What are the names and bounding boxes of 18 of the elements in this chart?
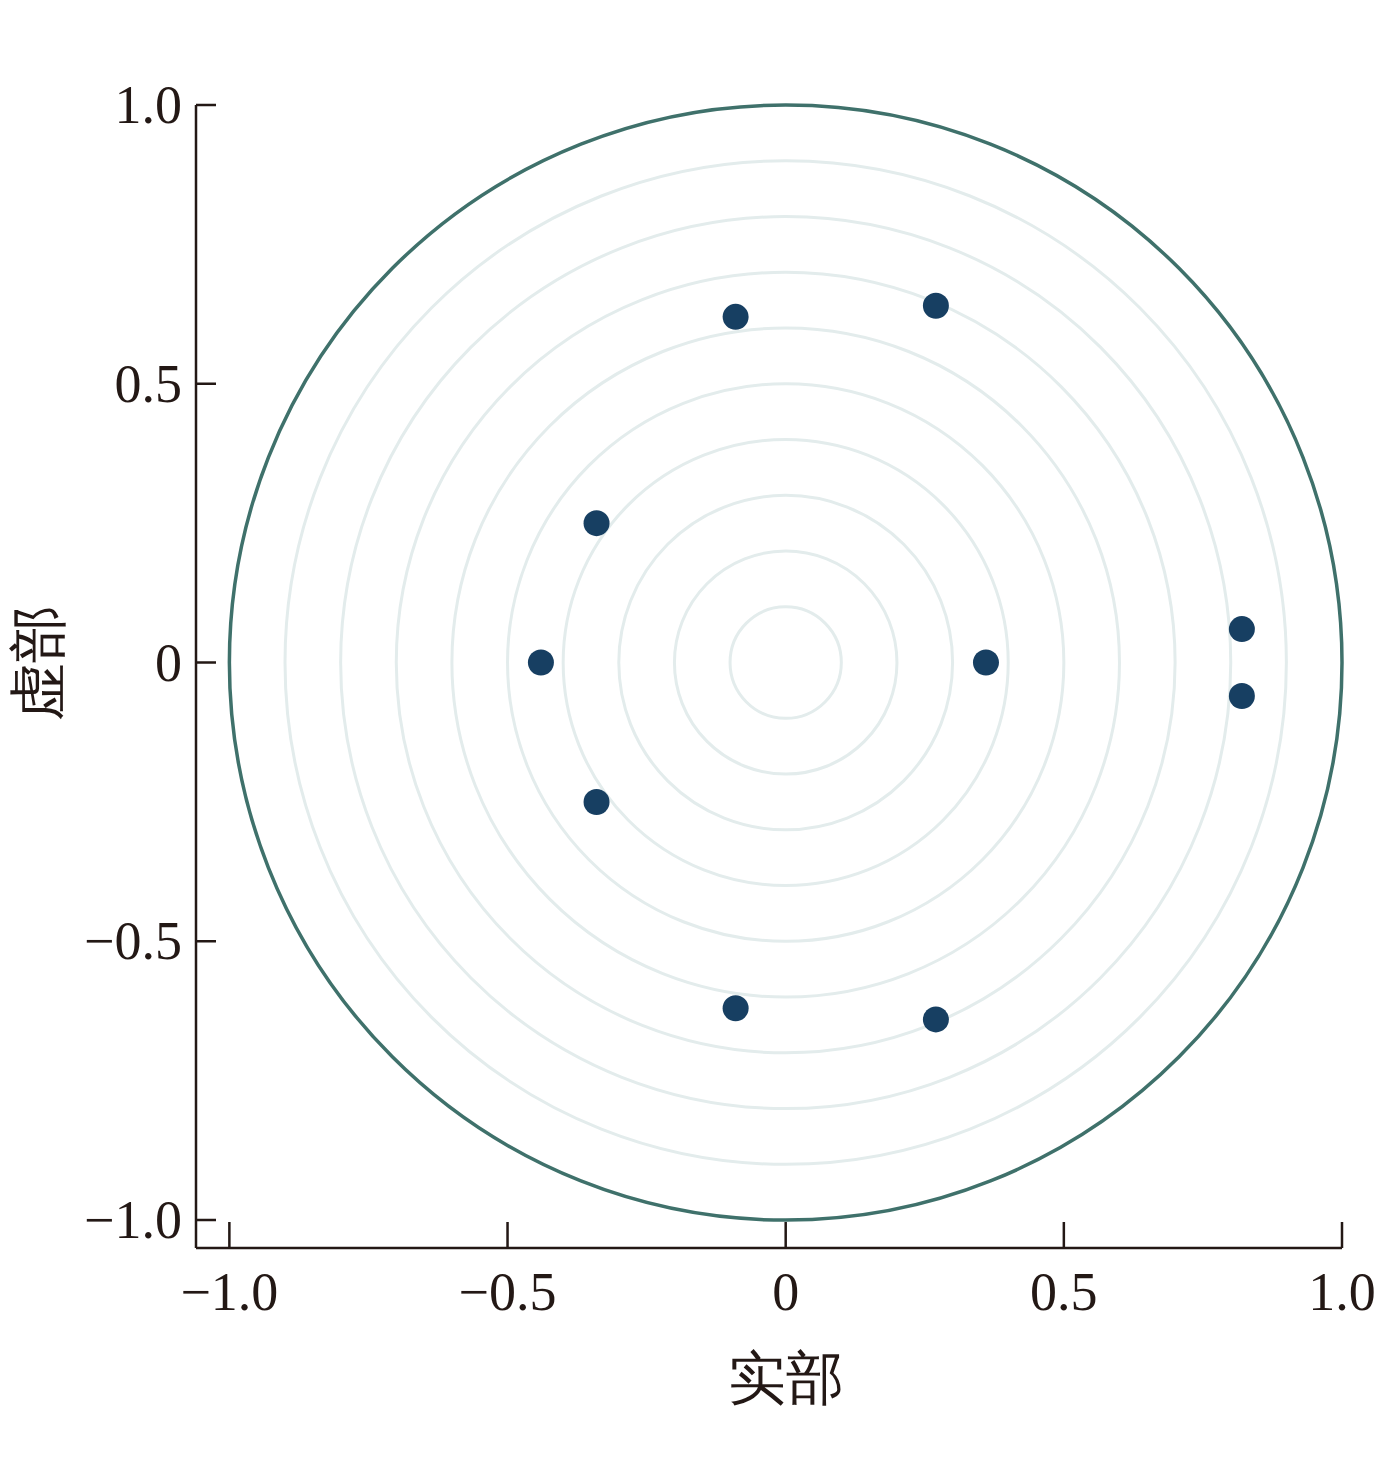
y-tick-label: 0 (155, 632, 182, 693)
x-tick-label: −1.0 (180, 1262, 279, 1322)
point (722, 303, 749, 330)
point (1228, 683, 1255, 710)
x-tick-label: 0 (772, 1262, 800, 1322)
y-tick-label: 0.5 (114, 353, 182, 414)
x-tick-label: 0.5 (1030, 1262, 1098, 1322)
point (722, 995, 749, 1022)
x-tick-label: 1.0 (1308, 1262, 1376, 1322)
x-tick-label: −0.5 (458, 1262, 557, 1322)
y-tick-label: 1.0 (114, 75, 182, 135)
y-tick-label: −1.0 (84, 1190, 182, 1251)
y-tick-label: −0.5 (84, 911, 182, 972)
point (1228, 616, 1255, 643)
y-axis-title: 虚部 (6, 604, 71, 721)
point (922, 1006, 949, 1033)
x-axis-title: 实部 (727, 1346, 844, 1411)
point (922, 292, 949, 319)
